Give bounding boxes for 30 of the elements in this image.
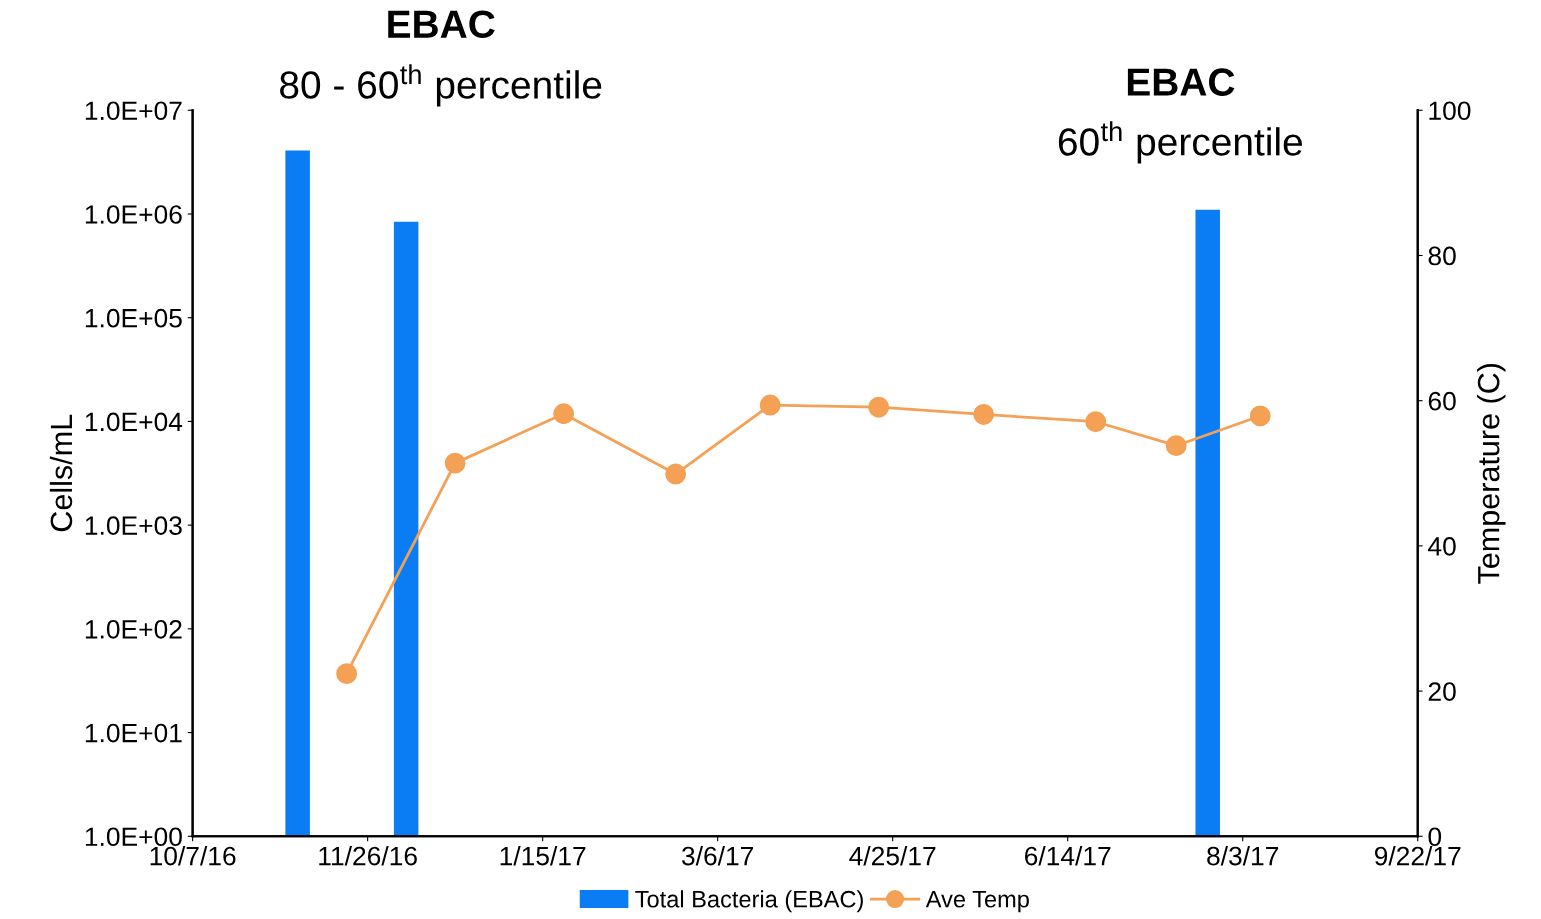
x-tick-label: 4/25/17 bbox=[849, 846, 936, 866]
x-tick-label: 11/26/16 bbox=[319, 846, 417, 866]
x-tick-label: 8/3/17 bbox=[1207, 846, 1279, 866]
y2-tick-label: 40 bbox=[1428, 537, 1456, 556]
y2-tick-label: 80 bbox=[1428, 246, 1456, 266]
y2-axis-title: Temperature (C) bbox=[1477, 363, 1506, 584]
y2-tick-label: 100 bbox=[1429, 101, 1471, 121]
legend-label: Total Bacteria (EBAC) bbox=[635, 890, 863, 913]
x-tick-label: 10/7/16 bbox=[150, 846, 236, 866]
y-tick-label: 1.0E+05 bbox=[85, 308, 182, 328]
y2-tick-label: 0 bbox=[1428, 827, 1442, 847]
y2-tick-label: 20 bbox=[1428, 682, 1456, 701]
y-tick-label: 1.0E+02 bbox=[85, 619, 182, 639]
y-tick-label: 1.0E+06 bbox=[85, 205, 182, 224]
x-tick-label: 1/15/17 bbox=[500, 846, 586, 866]
x-tick-label: 6/14/17 bbox=[1025, 846, 1111, 866]
annotation: 60$^{th}$ percentile bbox=[1058, 121, 1302, 164]
y-tick-label: 1.0E+07 bbox=[85, 101, 182, 121]
y-tick-label: 1.0E+03 bbox=[85, 516, 182, 535]
y-tick-label: 1.0E+01 bbox=[85, 723, 182, 743]
y-tick-label: 1.0E+04 bbox=[85, 412, 183, 432]
x-tick-label: 9/22/17 bbox=[1374, 846, 1461, 866]
y-axis-title: Cells/mL bbox=[49, 414, 73, 532]
y2-tick-label: 60 bbox=[1428, 391, 1456, 411]
y-tick-label: 1.0E+00 bbox=[85, 827, 182, 847]
text: EBAC bbox=[1127, 68, 1235, 96]
text: EBAC bbox=[388, 10, 495, 39]
text: 80 - 60$^{th}$ percentile bbox=[280, 64, 602, 107]
legend-label: Ave Temp bbox=[925, 891, 1029, 913]
x-tick-label: 3/6/17 bbox=[681, 846, 754, 866]
